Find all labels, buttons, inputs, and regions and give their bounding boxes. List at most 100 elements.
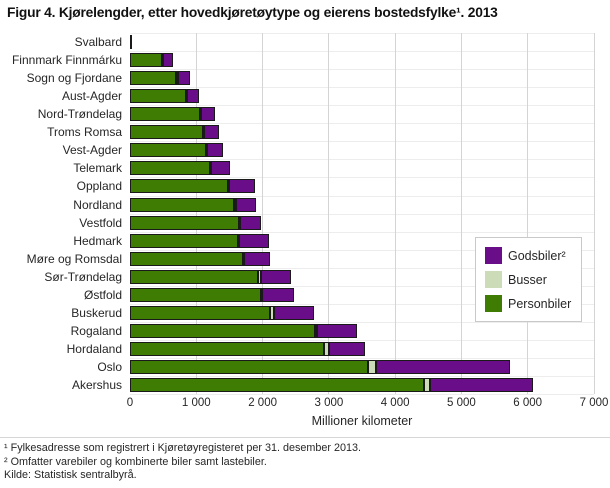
bar-segment-godsbiler-stfold [261, 287, 295, 302]
bar-segment-personbiler-finnmark-finnm-rku [130, 53, 163, 68]
bar-segment-godsbiler-nordland [236, 197, 256, 212]
bar-akershus [130, 378, 594, 392]
bar-segment-godsbiler-hordaland [328, 341, 365, 356]
bar-segment-busser-m-re-og-romsdal [242, 251, 245, 266]
category-label-hedmark: Hedmark [73, 233, 122, 248]
category-label-nord-tr-ndelag: Nord-Trøndelag [37, 107, 122, 122]
gridline-row-5 [130, 123, 594, 125]
legend-label: Personbiler [508, 296, 572, 311]
bar-segment-personbiler-buskerud [130, 305, 271, 320]
gridline-row-2 [130, 69, 594, 71]
bar-finnmark-finnm-rku [130, 53, 594, 68]
bar-nordland [130, 197, 594, 212]
bar-nord-tr-ndelag [130, 107, 594, 122]
category-label-s-r-tr-ndelag: Sør-Trøndelag [44, 269, 122, 284]
gridline-row-12 [130, 249, 594, 251]
gridline-row-16 [130, 321, 594, 323]
bar-troms-romsa [130, 125, 594, 140]
bar-telemark [130, 161, 594, 176]
plot-area [130, 33, 595, 395]
bar-segment-personbiler-vestfold [130, 215, 239, 230]
bar-segment-godsbiler-s-r-tr-ndelag [261, 269, 292, 284]
footnote-divider [0, 437, 610, 438]
bar-segment-personbiler-hordaland [130, 341, 324, 356]
x-tick-6000: 6 000 [513, 397, 543, 409]
bar-segment-personbiler-oslo [130, 359, 368, 374]
bar-segment-personbiler-nord-tr-ndelag [130, 107, 201, 122]
gridline-x-1000 [195, 33, 197, 394]
category-label-hordaland: Hordaland [66, 341, 122, 356]
x-tick-0: 0 [126, 397, 134, 409]
legend-label: Busser [508, 272, 547, 287]
bar-vestfold [130, 215, 594, 230]
category-label-rogaland: Rogaland [70, 323, 122, 338]
legend-item-busser: Busser [485, 271, 571, 288]
bar-segment-godsbiler-oslo [376, 359, 511, 374]
footnotes: ¹ Fylkesadresse som registrert i Kjøretø… [4, 442, 361, 483]
bar-vest-agder [130, 143, 594, 158]
x-tick-3000: 3 000 [314, 397, 344, 409]
gridline-row-11 [130, 231, 594, 233]
bar-segment-personbiler-svalbard [130, 35, 132, 49]
bar-segment-godsbiler-nord-tr-ndelag [201, 107, 215, 122]
bar-hedmark [130, 233, 594, 248]
x-axis-title: Millioner kilometer [311, 414, 413, 428]
category-label-stfold: Østfold [83, 287, 122, 302]
bar-segment-godsbiler-sogn-og-fjordane [177, 71, 191, 86]
x-tick-5000: 5 000 [447, 397, 476, 409]
x-tick-1000: 1 000 [181, 397, 211, 409]
bar-segment-godsbiler-aust-agder [187, 89, 199, 104]
bar-segment-personbiler-vest-agder [130, 143, 207, 158]
gridline-row-18 [130, 357, 594, 359]
bar-segment-personbiler-sogn-og-fjordane [130, 71, 177, 86]
category-label-oslo: Oslo [97, 359, 122, 374]
source-line: Kilde: Statistisk sentralbyrå. [4, 469, 137, 481]
footnote-2: ² Omfatter varebiler og kombinerte biler… [4, 455, 267, 468]
x-tick-2000: 2 000 [248, 397, 277, 409]
bar-segment-godsbiler-oppland [228, 179, 255, 194]
legend-item-personbiler: Personbiler [485, 295, 571, 312]
bar-segment-personbiler-hedmark [130, 233, 238, 248]
bar-segment-godsbiler-telemark [210, 161, 231, 176]
bar-segment-personbiler-troms-romsa [130, 125, 203, 140]
category-label-troms-romsa: Troms Romsa [47, 125, 122, 140]
bar-segment-godsbiler-vestfold [239, 215, 262, 230]
bar-segment-personbiler-rogaland [130, 323, 316, 338]
gridline-row-14 [130, 285, 594, 287]
gridline-row-0 [130, 33, 594, 34]
gridline-row-7 [130, 159, 594, 161]
category-label-vestfold: Vestfold [79, 215, 122, 230]
category-label-telemark: Telemark [73, 161, 122, 176]
bar-segment-godsbiler-buskerud [273, 305, 314, 320]
bar-segment-godsbiler-akershus [429, 378, 534, 392]
bar-segment-personbiler-akershus [130, 378, 425, 392]
bar-segment-personbiler-stfold [130, 287, 261, 302]
bar-oslo [130, 359, 594, 374]
gridline-x-6000 [527, 33, 529, 394]
category-axis-labels: Svalbard Finnmark Finnmárku Sogn og Fjorda… [0, 33, 126, 394]
category-label-svalbard: Svalbard [74, 35, 122, 49]
category-label-akershus: Akershus [71, 378, 122, 392]
x-tick-4000: 4 000 [380, 397, 410, 409]
bar-segment-personbiler-m-re-og-romsdal [130, 251, 243, 266]
category-label-sogn-og-fjordane: Sogn og Fjordane [26, 71, 122, 86]
category-label-m-re-og-romsdal: Møre og Romsdal [26, 251, 122, 266]
gridline-x-7000 [593, 33, 595, 394]
category-label-oppland: Oppland [76, 179, 122, 194]
bar-segment-personbiler-s-r-tr-ndelag [130, 269, 258, 284]
busser-swatch-icon [485, 271, 502, 288]
legend-label: Godsbiler² [508, 248, 566, 263]
x-tick-7000: 7 000 [579, 397, 609, 409]
bar-segment-busser-hordaland [323, 341, 329, 356]
bar-buskerud [130, 305, 594, 320]
category-label-vest-agder: Vest-Agder [62, 143, 122, 158]
bar-segment-personbiler-oppland [130, 179, 228, 194]
category-label-finnmark-finnm-rku: Finnmark Finnmárku [11, 53, 122, 68]
bar-svalbard [130, 35, 594, 49]
gridline-row-20 [130, 394, 594, 395]
bar-segment-busser-buskerud [270, 305, 274, 320]
gridline-x-5000 [460, 33, 462, 394]
bar-segment-busser-nordland [234, 197, 237, 212]
bar-segment-personbiler-telemark [130, 161, 210, 176]
